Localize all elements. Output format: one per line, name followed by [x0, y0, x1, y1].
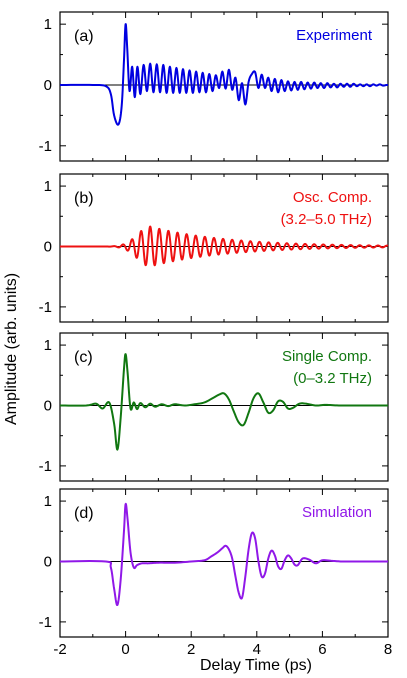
- x-tick-label: 6: [318, 641, 326, 658]
- y-tick-label: 1: [44, 337, 52, 354]
- panel-label: (a): [74, 28, 94, 45]
- x-tick-label: 2: [187, 641, 195, 658]
- y-tick-label: 1: [44, 178, 52, 195]
- panel-b: -1 0 1 (b) Osc. Comp. (3.2–5.0 THz): [39, 173, 389, 323]
- y-tick-label: 1: [44, 16, 52, 33]
- x-tick-label: 8: [384, 641, 392, 658]
- y-tick-label: -1: [39, 614, 52, 631]
- panel-d: -1 0 1 -2 0 2 4 6 8 (d) Simulation: [39, 488, 392, 658]
- legend-entry: Single Comp.: [282, 348, 372, 365]
- panel-label: (d): [74, 505, 94, 522]
- panels: -1 0 1 (a) Experiment -1 0 1 (b) Osc. Comp. (3.2–5…: [39, 11, 392, 658]
- panel-label: (b): [74, 190, 94, 207]
- y-tick-label: 0: [44, 238, 52, 255]
- series-line: [59, 502, 388, 606]
- panel-a: -1 0 1 (a) Experiment: [39, 11, 389, 162]
- series-line: [59, 353, 388, 451]
- x-tick-label: -2: [53, 641, 66, 658]
- legend-entry: Experiment: [296, 27, 373, 44]
- x-axis-title: Delay Time (ps): [200, 657, 312, 674]
- y-tick-label: -1: [39, 458, 52, 475]
- panel-label: (c): [74, 349, 93, 366]
- y-tick-label: -1: [39, 138, 52, 155]
- series-line: [59, 225, 389, 267]
- legend-entry: Osc. Comp.: [293, 189, 372, 206]
- y-tick-label: 0: [44, 77, 52, 94]
- x-tick-label: 0: [121, 641, 129, 658]
- series-line: [59, 23, 389, 126]
- y-tick-label: 1: [44, 493, 52, 510]
- panel-c: -1 0 1 (c) Single Comp. (0–3.2 THz): [39, 332, 389, 482]
- y-tick-label: 0: [44, 397, 52, 414]
- legend-entry: (0–3.2 THz): [293, 370, 372, 387]
- y-tick-label: 0: [44, 553, 52, 570]
- y-tick-label: -1: [39, 299, 52, 316]
- x-tick-label: 4: [253, 641, 261, 658]
- legend-entry: Simulation: [302, 504, 372, 521]
- legend-entry: (3.2–5.0 THz): [281, 211, 372, 228]
- y-axis-title: Amplitude (arb. units): [3, 273, 20, 425]
